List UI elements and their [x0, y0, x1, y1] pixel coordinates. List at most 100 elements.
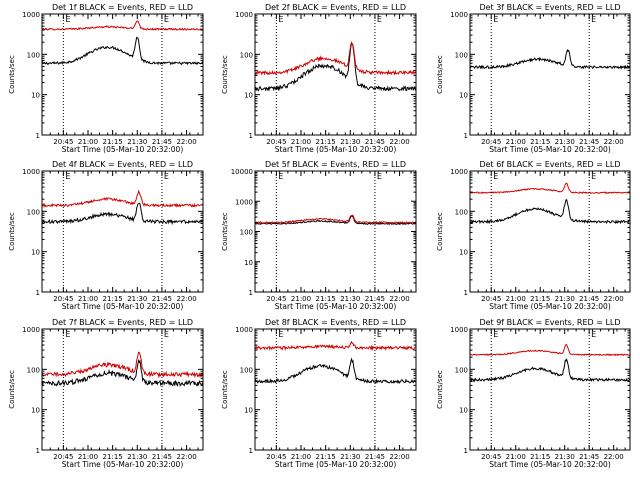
event-marker-label: E — [65, 15, 70, 24]
x-tick-label: 22:00 — [389, 453, 409, 461]
series-line-events — [41, 358, 204, 387]
x-tick-label: 20:45 — [481, 453, 501, 461]
y-tick-label: 100 — [240, 366, 253, 374]
y-tick-label: 1000 — [235, 11, 253, 19]
series-line-lld — [254, 40, 417, 76]
panel-det-4f: Det 4f BLACK = Events, RED = LLD E E 1 10 100… — [8, 160, 204, 311]
x-tick-label: 21:30 — [555, 138, 575, 146]
y-tick-label: 100 — [27, 366, 40, 374]
x-axis-label: Start Time (05-Mar-10 20:32:00) — [62, 460, 184, 469]
x-tick-label: 22:00 — [604, 453, 624, 461]
y-tick-label: 100 — [455, 51, 468, 59]
panel-title: Det 9f BLACK = Events, RED = LLD — [479, 318, 620, 327]
x-tick-label: 21:15 — [316, 295, 336, 303]
x-axis-label: Start Time (05-Mar-10 20:32:00) — [275, 302, 397, 311]
panel-title: Det 1f BLACK = Events, RED = LLD — [52, 3, 193, 12]
y-axis-label: Counts/sec — [436, 212, 444, 251]
y-tick-label: 10 — [31, 92, 40, 100]
x-tick-label: 20:45 — [266, 453, 286, 461]
series-line-events — [41, 202, 204, 226]
y-tick-label: 100 — [240, 51, 253, 59]
x-tick-label: 20:45 — [53, 453, 73, 461]
series-line-events — [469, 48, 631, 70]
x-tick-label: 21:15 — [530, 138, 550, 146]
panel-det-8f: Det 8f BLACK = Events, RED = LLD E E 1 10 100… — [221, 318, 417, 469]
y-tick-label: 100 — [455, 208, 468, 216]
y-tick-label: 1000 — [22, 326, 40, 334]
panel-det-2f: Det 2f BLACK = Events, RED = LLD E E 1 10 100… — [221, 3, 417, 154]
x-axis-label: Start Time (05-Mar-10 20:32:00) — [275, 145, 397, 154]
y-tick-label: 1 — [464, 447, 468, 455]
x-tick-label: 21:45 — [579, 138, 599, 146]
x-tick-label: 21:45 — [152, 295, 172, 303]
y-tick-label: 1 — [36, 447, 40, 455]
y-tick-label: 1000 — [235, 326, 253, 334]
series-line-lld — [41, 189, 204, 209]
y-tick-label: 10 — [244, 259, 253, 267]
panel-title: Det 3f BLACK = Events, RED = LLD — [479, 3, 620, 12]
y-tick-label: 10 — [459, 407, 468, 415]
y-tick-label: 1000 — [22, 168, 40, 176]
x-tick-label: 21:45 — [365, 138, 385, 146]
x-tick-label: 21:30 — [555, 453, 575, 461]
x-tick-label: 22:00 — [389, 295, 409, 303]
x-tick-label: 20:45 — [481, 295, 501, 303]
x-tick-label: 21:15 — [530, 453, 550, 461]
series-line-lld — [41, 20, 204, 31]
x-tick-label: 21:15 — [316, 453, 336, 461]
y-tick-label: 100 — [27, 208, 40, 216]
x-tick-label: 21:30 — [340, 295, 360, 303]
x-tick-label: 21:30 — [340, 138, 360, 146]
plot-frame — [254, 328, 417, 451]
event-marker-label: E — [377, 172, 382, 181]
x-axis-label: Start Time (05-Mar-10 20:32:00) — [489, 460, 611, 469]
x-tick-label: 22:00 — [176, 138, 196, 146]
x-tick-label: 22:00 — [604, 295, 624, 303]
x-tick-label: 21:00 — [78, 295, 98, 303]
event-marker-label: E — [278, 330, 283, 339]
y-axis-label: Counts/sec — [221, 55, 229, 94]
y-tick-label: 1000 — [22, 11, 40, 19]
y-tick-label: 1000 — [450, 11, 468, 19]
x-tick-label: 21:15 — [316, 138, 336, 146]
x-tick-label: 21:30 — [127, 295, 147, 303]
x-tick-label: 21:30 — [340, 453, 360, 461]
x-tick-label: 21:15 — [530, 295, 550, 303]
y-tick-label: 10 — [244, 407, 253, 415]
y-tick-label: 1000 — [235, 198, 253, 206]
x-tick-label: 21:00 — [506, 138, 526, 146]
x-tick-label: 21:00 — [506, 453, 526, 461]
panel-det-6f: Det 6f BLACK = Events, RED = LLD E E 1 10 100… — [436, 160, 631, 311]
event-marker-label: E — [493, 15, 498, 24]
x-tick-label: 21:30 — [127, 453, 147, 461]
event-marker-label: E — [278, 15, 283, 24]
plot-frame — [469, 13, 631, 136]
x-tick-label: 21:15 — [103, 138, 123, 146]
y-tick-label: 1 — [249, 289, 253, 297]
event-marker-label: E — [591, 330, 596, 339]
panel-det-3f: Det 3f BLACK = Events, RED = LLD E E 1 10 100… — [436, 3, 631, 154]
x-tick-label: 20:45 — [481, 138, 501, 146]
y-axis-label: Counts/sec — [221, 212, 229, 251]
x-tick-label: 22:00 — [176, 295, 196, 303]
x-tick-label: 21:45 — [152, 453, 172, 461]
panel-title: Det 4f BLACK = Events, RED = LLD — [52, 160, 193, 169]
y-axis-label: Counts/sec — [8, 55, 16, 94]
y-tick-label: 1 — [36, 132, 40, 140]
x-tick-label: 20:45 — [266, 138, 286, 146]
series-line-lld — [254, 340, 417, 351]
x-tick-label: 22:00 — [176, 453, 196, 461]
panel-title: Det 7f BLACK = Events, RED = LLD — [52, 318, 193, 327]
x-tick-label: 21:00 — [78, 453, 98, 461]
series-line-events — [254, 357, 417, 385]
plot-frame — [254, 170, 417, 293]
x-tick-label: 22:00 — [604, 138, 624, 146]
x-tick-label: 21:00 — [291, 295, 311, 303]
y-tick-label: 10 — [31, 407, 40, 415]
series-line-events — [254, 43, 417, 92]
panel-det-7f: Det 7f BLACK = Events, RED = LLD E E 1 10 100… — [8, 318, 204, 469]
y-axis-label: Counts/sec — [436, 55, 444, 94]
event-marker-label: E — [377, 15, 382, 24]
